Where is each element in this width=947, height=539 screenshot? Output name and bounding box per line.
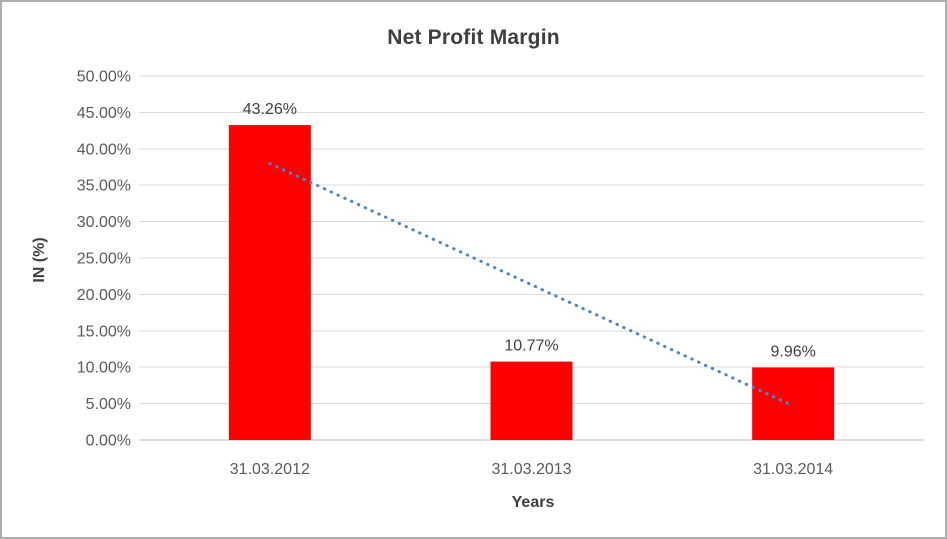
- bar: [490, 361, 573, 440]
- y-tick-label: 10.00%: [77, 360, 131, 377]
- chart-title: Net Profit Margin: [387, 26, 560, 49]
- y-tick-label: 5.00%: [86, 396, 131, 413]
- x-tick-label: 31.03.2012: [230, 461, 310, 478]
- y-tick-label: 0.00%: [86, 433, 131, 450]
- y-tick-label: 45.00%: [77, 105, 131, 122]
- x-tick-label: 31.03.2013: [491, 461, 571, 478]
- x-axis-title: Years: [511, 494, 555, 511]
- y-tick-label: 40.00%: [77, 141, 131, 158]
- y-tick-label: 15.00%: [77, 323, 131, 340]
- y-tick-label: 30.00%: [77, 214, 131, 231]
- bar: [228, 125, 311, 440]
- y-tick-label: 20.00%: [77, 287, 131, 304]
- bar: [752, 367, 835, 440]
- bar-value-label: 10.77%: [504, 338, 558, 355]
- x-tick-label: 31.03.2014: [753, 461, 833, 478]
- bar-value-label: 9.96%: [770, 343, 815, 360]
- y-tick-label: 35.00%: [77, 178, 131, 195]
- bar-value-label: 43.26%: [243, 101, 297, 118]
- trendline: [268, 162, 795, 408]
- y-tick-label: 50.00%: [77, 69, 131, 86]
- y-tick-label: 25.00%: [77, 251, 131, 268]
